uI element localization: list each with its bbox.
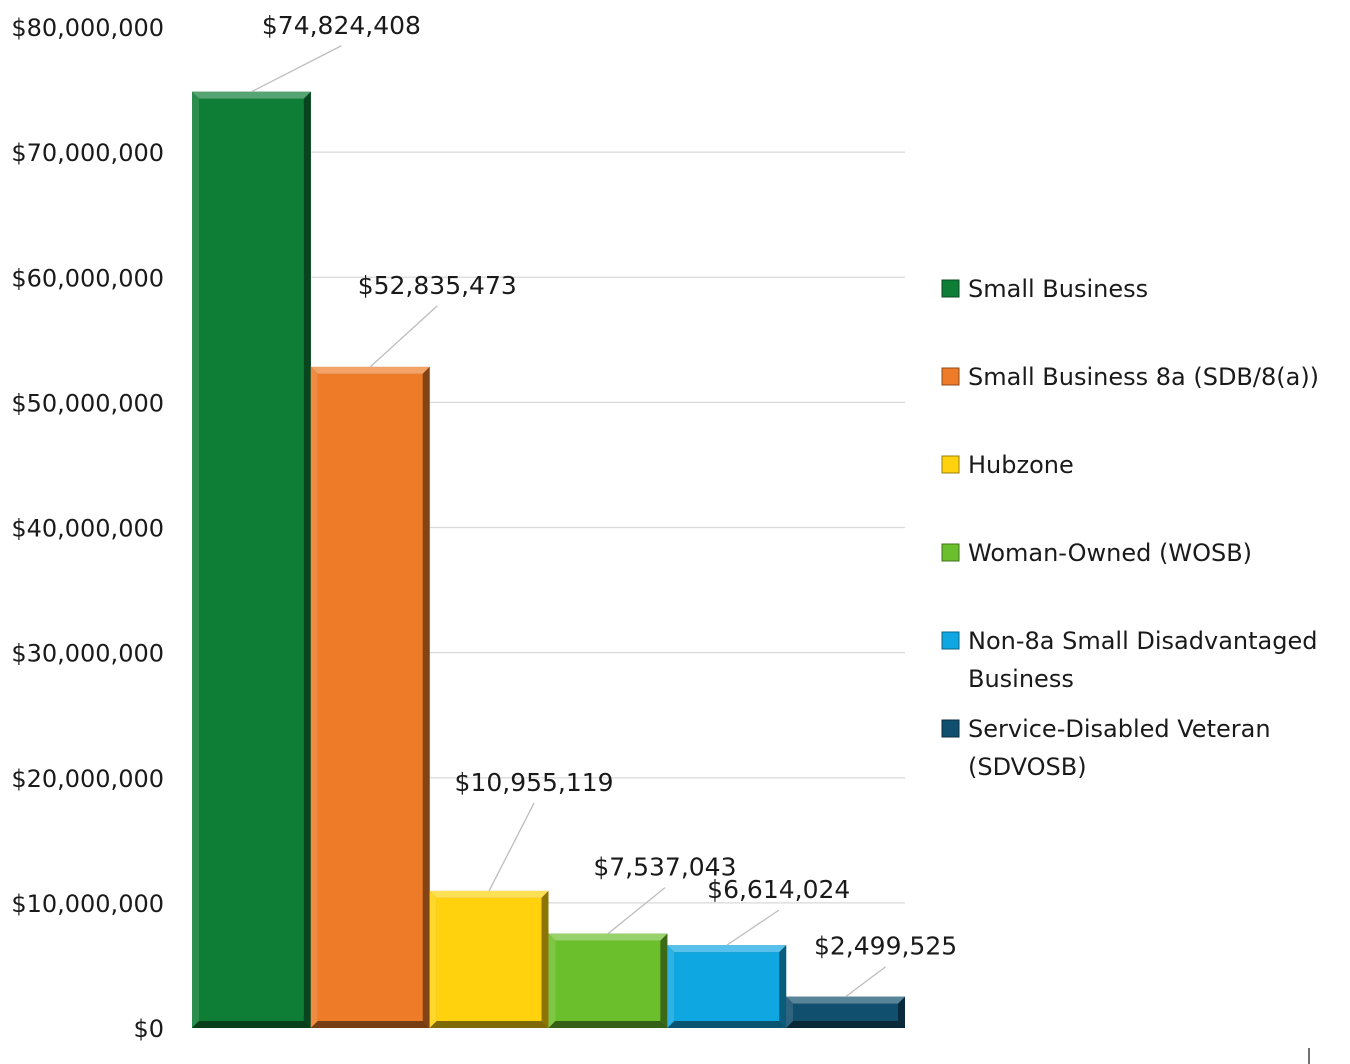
leader-line [607,887,666,935]
leader-line [488,802,535,892]
data-label: $7,537,043 [593,853,736,882]
y-tick-label: $10,000,000 [11,890,164,918]
legend-item: Non-8a Small Disadvantaged Business [941,627,1317,693]
leader-line [845,966,886,998]
legend-label: Woman-Owned (WOSB) [968,539,1252,567]
bar-bevel-bottom [310,1021,430,1028]
bar-6 [786,996,905,1028]
legend-swatch [941,543,960,562]
y-tick-label: $30,000,000 [11,640,164,668]
bar-bevel-bottom [429,1021,549,1028]
bar-3 [429,890,549,1028]
bars [192,91,905,1029]
legend-item: Hubzone [941,451,1074,479]
legend-label: Business [968,665,1074,693]
legend-swatch [941,719,960,738]
label-leader-lines [251,45,886,998]
bar-2 [310,366,430,1029]
bar-face [199,98,304,1022]
legend-swatch [941,367,960,386]
bar-1 [192,91,311,1029]
legend-label: (SDVOSB) [968,753,1087,781]
bar-5 [667,945,787,1028]
bar-bevel-left [310,366,318,1029]
data-label: $10,955,119 [455,768,614,797]
bar-bevel-bottom [192,1021,311,1028]
bar-bevel-left [786,996,794,1028]
y-tick-label: $60,000,000 [11,264,164,292]
leader-line [726,909,780,946]
data-labels: $74,824,408 $52,835,473 $10,955,119 $7,537,… [262,11,957,961]
bar-bevel-left [192,91,199,1029]
bar-4 [548,933,668,1028]
bar-bevel-top [786,996,905,1004]
bar-bevel-right [898,996,905,1028]
bar-bevel-left [548,933,556,1028]
bar-bevel-right [303,91,311,1029]
bar-bevel-right [779,945,787,1028]
bar-bevel-right [660,933,668,1028]
data-label: $2,499,525 [814,932,957,961]
y-tick-label: $40,000,000 [11,515,164,543]
y-tick-label: $0 [133,1015,164,1043]
bar-bevel-top [667,945,787,953]
bar-bevel-bottom [786,1021,905,1028]
y-axis: $0 $10,000,000 $20,000,000 $30,000,000 $40,0… [11,14,164,1043]
leader-line [369,305,438,368]
legend-label: Small Business [968,275,1148,303]
bar-bevel-bottom [548,1021,668,1028]
bar-bevel-top [548,933,668,941]
legend-item: Woman-Owned (WOSB) [941,539,1252,567]
legend-label: Service-Disabled Veteran [968,715,1271,743]
bar-face [793,1003,898,1021]
bar-face [317,373,423,1022]
legend-label: Small Business 8a (SDB/8(a)) [968,363,1319,391]
y-tick-label: $70,000,000 [11,139,164,167]
legend-item: Small Business [941,275,1148,303]
data-label: $6,614,024 [707,875,850,904]
bar-face [436,897,542,1021]
bar-bevel-left [429,890,437,1028]
legend: Small Business Small Business 8a (SDB/8(a… [941,275,1319,781]
legend-item: Small Business 8a (SDB/8(a)) [941,363,1319,391]
data-label: $52,835,473 [358,271,517,300]
y-tick-label: $80,000,000 [11,14,164,42]
bar-bevel-left [667,945,675,1028]
leader-line [251,45,342,93]
bar-face [555,940,661,1021]
y-tick-label: $50,000,000 [11,389,164,417]
bar-bevel-right [422,366,430,1029]
bar-face [674,952,780,1021]
y-tick-label: $20,000,000 [11,765,164,793]
legend-swatch [941,455,960,474]
legend-label: Non-8a Small Disadvantaged [968,627,1317,655]
bar-bevel-top [192,91,311,99]
bar-bevel-right [541,890,549,1028]
legend-label: Hubzone [968,451,1074,479]
bar-bevel-bottom [667,1021,787,1028]
bar-bevel-top [429,890,549,898]
bar-bevel-top [310,366,430,374]
legend-swatch [941,631,960,650]
legend-item: Service-Disabled Veteran (SDVOSB) [941,715,1271,781]
data-label: $74,824,408 [262,11,421,40]
legend-swatch [941,279,960,298]
